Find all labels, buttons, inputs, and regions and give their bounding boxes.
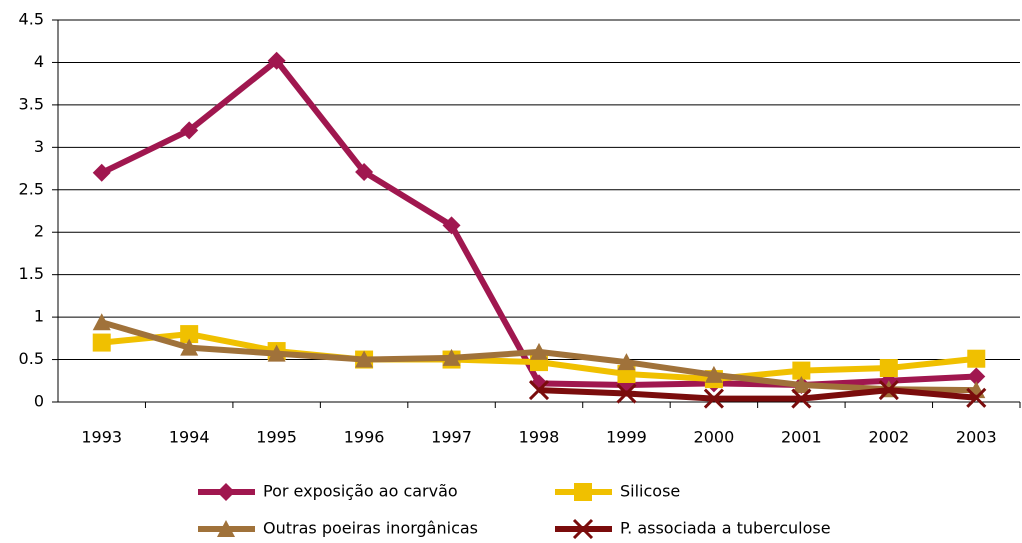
x-tick-label: 2002 [868,428,909,447]
legend-label: Outras poeiras inorgânicas [263,519,478,538]
marker [355,162,374,181]
marker [528,380,550,401]
y-tick-label: 3 [34,137,44,156]
marker [967,349,986,368]
legend-item: Por exposição ao carvão [198,482,458,501]
y-tick-label: 0 [34,392,44,411]
marker [703,388,724,409]
x-tick-label: 1994 [169,428,210,447]
x-tick-label: 2003 [956,428,997,447]
marker [530,342,548,360]
series-line [100,57,977,389]
y-tick-label: 1.5 [19,264,44,283]
x-tick-label: 1995 [256,428,297,447]
legend-item: P. associada a tuberculose [555,518,831,540]
marker [267,344,286,362]
marker [792,361,811,380]
x-tick-label: 2001 [781,428,822,447]
marker [267,51,286,70]
marker [616,383,637,404]
y-tick-label: 3.5 [19,94,44,113]
marker [704,365,723,383]
legend-item: Outras poeiras inorgânicas [198,519,478,538]
x-tick-label: 1997 [431,428,472,447]
marker [967,367,986,386]
marker [92,333,111,352]
legend-label: P. associada a tuberculose [620,519,831,538]
marker [879,359,898,378]
marker [791,388,812,409]
legend-item: Silicose [555,482,680,501]
x-tick-label: 1998 [519,428,560,447]
legend-label: Por exposição ao carvão [263,482,458,501]
marker [574,483,592,501]
marker [355,350,374,368]
y-tick-label: 2.5 [19,179,44,198]
y-tick-label: 2 [34,222,44,241]
marker [617,353,636,371]
marker [966,387,987,408]
x-tick-label: 1999 [606,428,647,447]
marker [92,163,111,182]
marker [442,216,461,235]
marker [878,380,899,401]
y-tick-label: 4.5 [19,10,44,29]
marker [92,313,111,331]
marker [217,483,235,501]
marker [442,348,461,366]
x-tick-label: 1996 [344,428,385,447]
x-tick-label: 2000 [694,428,735,447]
marker [572,518,594,540]
y-tick-label: 1 [34,307,44,326]
series-line [538,387,977,402]
marker [180,121,199,140]
marker [180,338,199,356]
x-tick-label: 1993 [81,428,122,447]
marker [792,376,811,394]
y-tick-label: 4 [34,52,44,71]
y-tick-label: 0.5 [19,349,44,368]
marker [180,325,199,344]
marker [217,520,235,537]
legend-label: Silicose [620,482,680,501]
